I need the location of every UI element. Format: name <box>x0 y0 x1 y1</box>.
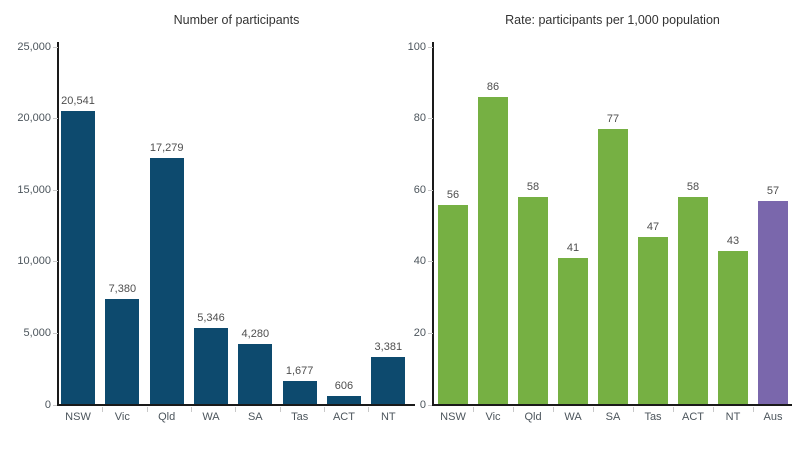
y-tick-label: 60 <box>413 183 426 196</box>
y-tick-mark <box>53 118 58 120</box>
category-boundary-tick <box>147 407 148 412</box>
category-boundary-tick <box>553 407 554 412</box>
y-tick-label: 0 <box>419 398 426 411</box>
y-tick-mark <box>428 189 433 191</box>
x-axis-line <box>432 404 792 406</box>
y-tick-mark <box>53 332 58 334</box>
y-tick-mark <box>428 46 433 48</box>
value-label-Qld: 17,279 <box>149 142 184 154</box>
bar-NT <box>718 251 748 405</box>
x-tick-label-Vic: Vic <box>485 411 501 423</box>
x-tick-label-NT: NT <box>725 411 741 423</box>
y-tick-label: 15,000 <box>17 183 51 196</box>
x-tick-label-Tas: Tas <box>644 411 662 423</box>
y-tick-label: 80 <box>413 112 426 125</box>
y-tick-mark <box>428 404 433 406</box>
x-axis-line <box>57 404 415 406</box>
bar-ACT <box>327 396 361 405</box>
category-boundary-tick <box>633 407 634 412</box>
value-label-Vic: 7,380 <box>108 283 137 295</box>
value-label-WA: 41 <box>566 242 580 254</box>
y-tick-mark <box>428 332 433 334</box>
x-tick-label-Tas: Tas <box>291 411 309 423</box>
bar-NSW <box>61 111 95 405</box>
x-tick-label-SA: SA <box>605 411 621 423</box>
bar-Vic <box>105 299 139 405</box>
bar-Vic <box>478 97 508 405</box>
value-label-NSW: 20,541 <box>61 95 95 107</box>
category-boundary-tick <box>673 407 674 412</box>
category-boundary-tick <box>753 407 754 412</box>
category-boundary-tick <box>235 407 236 412</box>
bar-WA <box>194 328 228 405</box>
x-tick-label-WA: WA <box>202 411 220 423</box>
y-tick-label: 0 <box>44 398 51 411</box>
y-axis-line <box>432 42 434 406</box>
value-label-SA: 77 <box>606 113 620 125</box>
bar-ACT <box>678 197 708 405</box>
x-tick-label-WA: WA <box>564 411 582 423</box>
value-label-NSW: 56 <box>446 189 460 201</box>
x-tick-label-NSW: NSW <box>65 411 91 423</box>
y-tick-label: 10,000 <box>17 255 51 268</box>
bar-Tas <box>283 381 317 405</box>
value-label-NT: 3,381 <box>374 341 403 353</box>
category-boundary-tick <box>280 407 281 412</box>
category-boundary-tick <box>713 407 714 412</box>
y-tick-mark <box>53 404 58 406</box>
y-tick-mark <box>53 261 58 263</box>
bar-WA <box>558 258 588 405</box>
x-tick-label-SA: SA <box>247 411 263 423</box>
category-boundary-tick <box>102 407 103 412</box>
value-label-ACT: 606 <box>334 380 354 392</box>
y-tick-label: 20,000 <box>17 112 51 125</box>
y-tick-label: 5,000 <box>23 326 51 339</box>
bar-Tas <box>638 237 668 405</box>
x-tick-label-Aus: Aus <box>763 411 783 423</box>
value-label-Vic: 86 <box>486 81 500 93</box>
value-label-WA: 5,346 <box>197 312 225 324</box>
x-tick-label-NSW: NSW <box>440 411 466 423</box>
y-tick-mark <box>428 261 433 263</box>
value-label-Tas: 47 <box>646 221 660 233</box>
value-label-Qld: 58 <box>526 181 540 193</box>
x-tick-label-Qld: Qld <box>158 411 176 423</box>
y-tick-label: 40 <box>413 255 426 268</box>
value-label-SA: 4,280 <box>241 328 270 340</box>
value-label-Tas: 1,677 <box>285 365 314 377</box>
x-tick-label-Qld: Qld <box>524 411 542 423</box>
category-boundary-tick <box>593 407 594 412</box>
y-tick-mark <box>428 118 433 120</box>
value-label-ACT: 58 <box>686 181 700 193</box>
y-tick-label: 100 <box>407 40 426 53</box>
y-axis-line <box>57 42 59 406</box>
x-tick-label-Vic: Vic <box>114 411 130 423</box>
y-tick-label: 20 <box>413 326 426 339</box>
bar-Qld <box>150 158 184 405</box>
participants-chart-title: Number of participants <box>173 13 300 27</box>
y-tick-label: 25,000 <box>17 40 51 53</box>
value-label-NT: 43 <box>726 235 740 247</box>
category-boundary-tick <box>368 407 369 412</box>
category-boundary-tick <box>191 407 192 412</box>
y-tick-mark <box>53 46 58 48</box>
y-tick-mark <box>53 189 58 191</box>
bar-Aus <box>758 201 788 405</box>
bar-NT <box>371 357 405 405</box>
category-boundary-tick <box>473 407 474 412</box>
value-label-Aus: 57 <box>766 185 780 197</box>
category-boundary-tick <box>324 407 325 412</box>
bar-Qld <box>518 197 548 405</box>
x-tick-label-NT: NT <box>380 411 396 423</box>
bar-SA <box>598 129 628 405</box>
x-tick-label-ACT: ACT <box>682 411 704 423</box>
bar-SA <box>238 344 272 405</box>
rate-chart-title: Rate: participants per 1,000 population <box>505 13 720 27</box>
bar-NSW <box>438 205 468 405</box>
category-boundary-tick <box>513 407 514 412</box>
x-tick-label-ACT: ACT <box>332 411 355 423</box>
